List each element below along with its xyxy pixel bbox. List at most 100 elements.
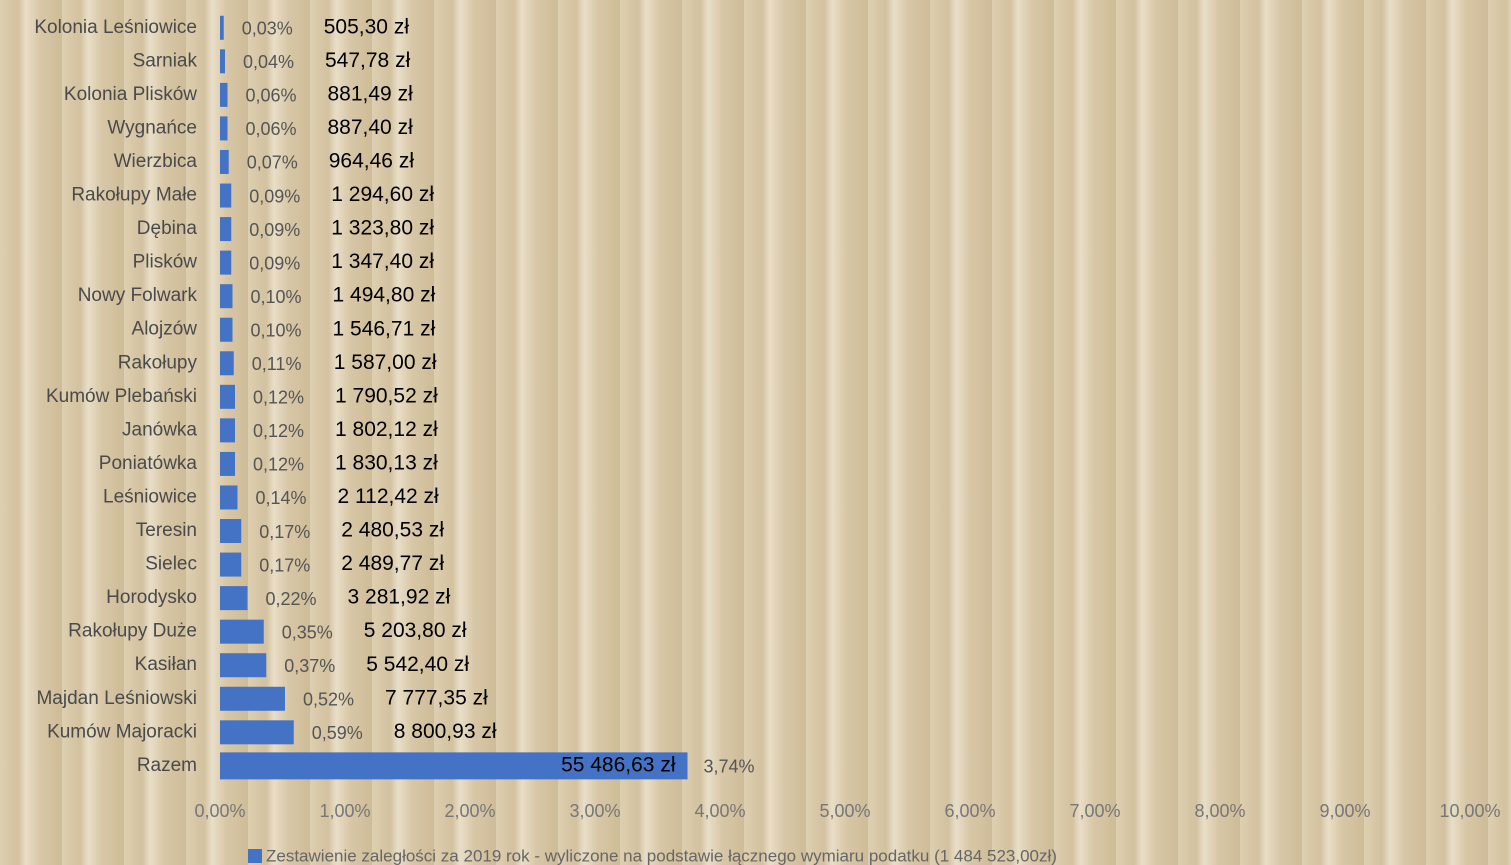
legend-swatch [248,849,262,863]
category-label: Dębina [137,218,198,239]
amount-label: 1 347,40 zł [331,250,434,273]
category-label: Sarniak [133,50,198,71]
value-label: 0,04% [243,52,294,72]
category-label: Kumów Plebański [46,386,197,407]
bar [220,752,688,780]
x-tick-label: 2,00% [444,801,495,821]
x-tick-label: 6,00% [944,801,995,821]
x-tick-label: 9,00% [1319,801,1370,821]
category-label: Kasiłan [135,654,197,675]
amount-label: 1 790,52 zł [335,384,438,407]
value-label: 0,37% [284,656,335,676]
amount-label: 1 294,60 zł [331,183,434,206]
category-label: Wygnańce [107,117,197,138]
legend-label: Zestawienie zaległości za 2019 rok - wyl… [266,846,1057,865]
bar [220,317,233,342]
category-label: Kolonia Plisków [64,84,197,105]
value-label: 0,09% [249,186,300,206]
bar [220,351,234,376]
value-label: 0,35% [282,622,333,642]
bar [220,217,232,242]
category-label: Wierzbica [114,151,198,172]
bar [220,15,224,40]
x-tick-label: 3,00% [569,801,620,821]
bar [220,552,242,577]
amount-label: 1 587,00 zł [334,351,437,374]
category-label: Kumów Majoracki [47,721,197,742]
category-label: Leśniowice [103,486,197,507]
bar [220,384,235,409]
amount-label: 881,49 zł [328,82,414,105]
bar [220,720,294,745]
bar [220,451,235,476]
value-label: 0,14% [256,488,307,508]
amount-label: 505,30 zł [324,15,410,38]
category-label: Alojzów [132,319,198,340]
value-label: 0,09% [249,253,300,273]
amount-label: 1 323,80 zł [331,217,434,240]
value-label: 0,03% [242,19,293,39]
bar [220,586,248,611]
amount-label: 2 112,42 zł [338,485,440,508]
value-label: 0,17% [259,522,310,542]
value-label: 0,52% [303,690,354,710]
category-label: Nowy Folwark [78,285,198,306]
bar [220,653,267,678]
amount-label: 7 777,35 zł [385,686,488,709]
value-label: 0,11% [252,354,302,374]
bar [220,116,228,141]
bar [220,485,238,510]
category-label: Rakołupy [118,352,198,373]
amount-label: 547,78 zł [325,49,411,72]
x-tick-label: 8,00% [1194,801,1245,821]
bar [220,418,235,443]
amount-label: 5 203,80 zł [364,619,467,642]
value-label: 0,59% [312,723,363,743]
x-tick-label: 4,00% [694,801,745,821]
value-label: 0,06% [246,119,297,139]
x-tick-label: 5,00% [819,801,870,821]
category-label: Rakołupy Małe [71,185,197,206]
amount-label: 1 494,80 zł [333,284,436,307]
value-label: 0,07% [247,153,298,173]
x-tick-label: 0,00% [194,801,245,821]
category-label: Kolonia Leśniowice [34,17,197,38]
value-label: 0,17% [259,555,310,575]
value-label: 0,12% [253,421,304,441]
amount-label: 5 542,40 zł [366,653,469,676]
bar [220,149,229,174]
category-label: Plisków [133,252,198,273]
x-tick-label: 10,00% [1439,801,1500,821]
category-label: Rakołupy Duże [68,621,197,642]
amount-label: 1 546,71 zł [333,317,436,340]
category-label: Razem [137,755,197,776]
bar [220,250,232,275]
bar [220,284,233,309]
category-label: Janówka [122,419,197,440]
bar [220,82,228,107]
amount-label: 2 480,53 zł [341,519,444,542]
category-label: Majdan Leśniowski [36,688,197,709]
amount-label: 1 802,12 zł [335,418,438,441]
amount-label: 8 800,93 zł [394,720,497,743]
category-label: Horodysko [106,587,197,608]
value-label: 0,09% [249,220,300,240]
value-label: 0,22% [266,589,317,609]
value-label: 0,10% [251,287,302,307]
category-label: Teresin [136,520,197,541]
x-tick-label: 1,00% [319,801,370,821]
amount-label: 1 830,13 zł [335,451,438,474]
amount-label: 2 489,77 zł [341,552,444,575]
amount-label: 887,40 zł [328,116,414,139]
bar [220,686,285,711]
value-label: 3,74% [704,757,755,777]
amount-label: 3 281,92 zł [348,586,451,609]
amount-label: 55 486,63 zł [561,753,676,776]
value-label: 0,12% [253,455,304,475]
value-label: 0,06% [246,86,297,106]
value-label: 0,10% [251,320,302,340]
category-label: Poniatówka [99,453,198,474]
value-label: 0,12% [253,388,304,408]
